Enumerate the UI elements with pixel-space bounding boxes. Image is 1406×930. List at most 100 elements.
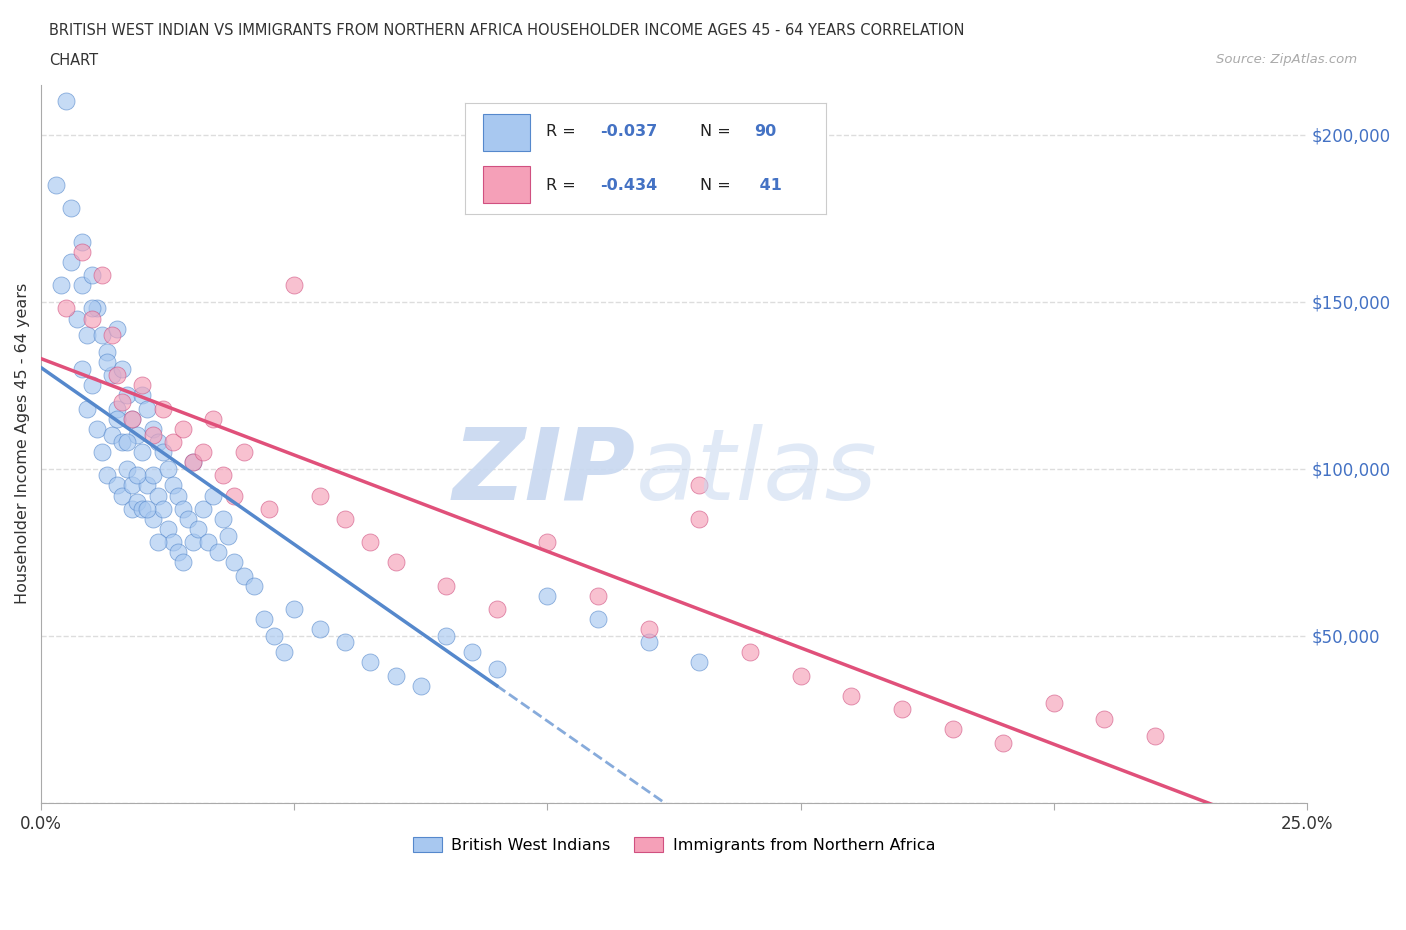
Point bbox=[333, 635, 356, 650]
Point bbox=[111, 361, 134, 376]
Point bbox=[1144, 728, 1167, 743]
Point bbox=[152, 445, 174, 459]
Point bbox=[253, 612, 276, 627]
Text: ZIP: ZIP bbox=[453, 424, 636, 521]
Point bbox=[90, 327, 112, 342]
Point bbox=[45, 178, 67, 193]
Point bbox=[76, 327, 98, 342]
Point bbox=[586, 612, 609, 627]
Point bbox=[80, 268, 103, 283]
Point bbox=[738, 645, 761, 660]
Point bbox=[115, 388, 138, 403]
Point bbox=[688, 512, 710, 526]
Point bbox=[1094, 711, 1116, 726]
Point bbox=[485, 662, 508, 677]
Point bbox=[207, 545, 229, 560]
Point bbox=[101, 327, 124, 342]
Point bbox=[941, 722, 963, 737]
Point bbox=[409, 678, 432, 693]
Text: BRITISH WEST INDIAN VS IMMIGRANTS FROM NORTHERN AFRICA HOUSEHOLDER INCOME AGES 4: BRITISH WEST INDIAN VS IMMIGRANTS FROM N… bbox=[49, 23, 965, 38]
Point bbox=[105, 368, 128, 383]
Point bbox=[162, 478, 184, 493]
Point bbox=[637, 621, 659, 636]
Point bbox=[536, 535, 558, 550]
Point bbox=[434, 578, 457, 593]
Point bbox=[121, 411, 143, 426]
Point bbox=[637, 635, 659, 650]
Point bbox=[172, 421, 194, 436]
Point bbox=[141, 512, 163, 526]
Point bbox=[127, 495, 149, 510]
Point bbox=[586, 589, 609, 604]
Point bbox=[384, 669, 406, 684]
Point bbox=[384, 555, 406, 570]
Point bbox=[105, 411, 128, 426]
Point bbox=[181, 455, 204, 470]
Point bbox=[51, 278, 73, 293]
Point bbox=[136, 401, 159, 416]
Point bbox=[177, 512, 200, 526]
Point bbox=[172, 555, 194, 570]
Point bbox=[131, 501, 153, 516]
Point bbox=[101, 368, 124, 383]
Point bbox=[80, 311, 103, 325]
Point bbox=[90, 268, 112, 283]
Point bbox=[80, 378, 103, 392]
Point bbox=[536, 589, 558, 604]
Point bbox=[232, 445, 254, 459]
Point bbox=[191, 445, 214, 459]
Point bbox=[152, 501, 174, 516]
Point bbox=[65, 311, 87, 325]
Point bbox=[96, 354, 118, 369]
Point bbox=[333, 512, 356, 526]
Y-axis label: Householder Income Ages 45 - 64 years: Householder Income Ages 45 - 64 years bbox=[15, 283, 30, 604]
Point bbox=[485, 602, 508, 617]
Point bbox=[162, 535, 184, 550]
Point bbox=[105, 321, 128, 336]
Point bbox=[111, 488, 134, 503]
Point bbox=[688, 655, 710, 670]
Point bbox=[212, 512, 235, 526]
Point bbox=[60, 201, 83, 216]
Point bbox=[191, 501, 214, 516]
Point bbox=[131, 378, 153, 392]
Point bbox=[212, 468, 235, 483]
Point bbox=[121, 411, 143, 426]
Point bbox=[993, 736, 1015, 751]
Point bbox=[111, 434, 134, 449]
Point bbox=[181, 455, 204, 470]
Text: atlas: atlas bbox=[636, 424, 877, 521]
Point bbox=[187, 522, 209, 537]
Point bbox=[263, 629, 285, 644]
Point bbox=[202, 488, 225, 503]
Point bbox=[172, 501, 194, 516]
Text: Source: ZipAtlas.com: Source: ZipAtlas.com bbox=[1216, 53, 1357, 66]
Point bbox=[127, 428, 149, 443]
Legend: British West Indians, Immigrants from Northern Africa: British West Indians, Immigrants from No… bbox=[406, 831, 942, 859]
Point bbox=[162, 434, 184, 449]
Point bbox=[242, 578, 264, 593]
Point bbox=[283, 602, 305, 617]
Point bbox=[146, 488, 169, 503]
Point bbox=[96, 468, 118, 483]
Point bbox=[111, 394, 134, 409]
Point bbox=[55, 94, 77, 109]
Point bbox=[146, 535, 169, 550]
Point bbox=[70, 278, 93, 293]
Point bbox=[273, 645, 295, 660]
Point bbox=[55, 301, 77, 316]
Point bbox=[96, 344, 118, 359]
Point bbox=[70, 234, 93, 249]
Point bbox=[60, 254, 83, 269]
Point bbox=[257, 501, 280, 516]
Point bbox=[86, 421, 108, 436]
Point bbox=[76, 401, 98, 416]
Point bbox=[156, 461, 179, 476]
Point bbox=[232, 568, 254, 583]
Point bbox=[217, 528, 239, 543]
Point bbox=[166, 488, 188, 503]
Text: CHART: CHART bbox=[49, 53, 98, 68]
Point bbox=[131, 445, 153, 459]
Point bbox=[434, 629, 457, 644]
Point bbox=[105, 478, 128, 493]
